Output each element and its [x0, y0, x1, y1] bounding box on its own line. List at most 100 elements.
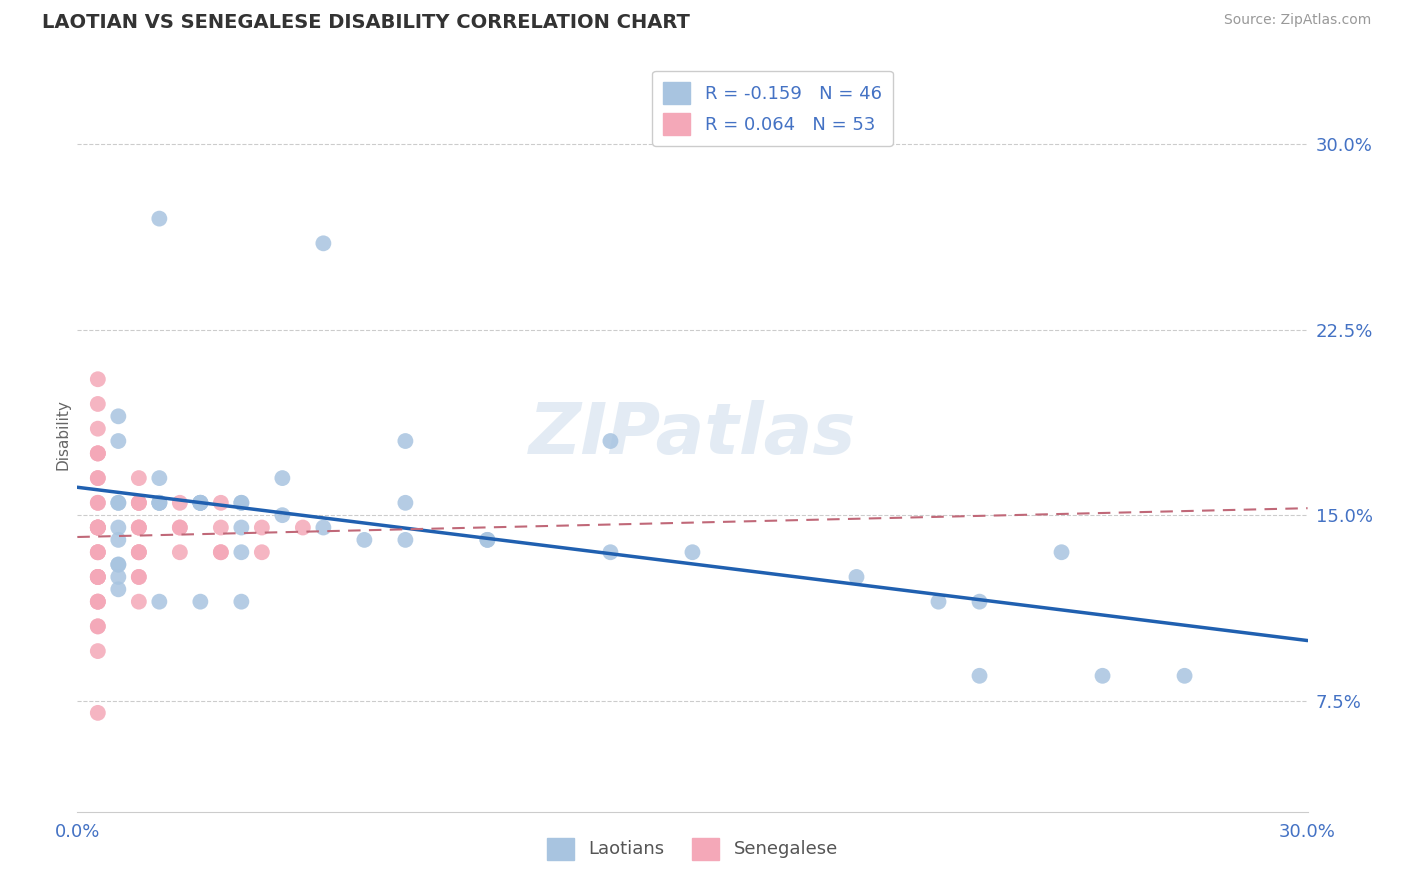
Y-axis label: Disability: Disability — [55, 400, 70, 470]
Point — [231, 496, 253, 510]
Point — [188, 595, 212, 609]
Point — [128, 496, 150, 510]
Point — [353, 533, 375, 547]
Point — [128, 570, 150, 584]
Point — [209, 545, 232, 559]
Point — [87, 446, 110, 460]
Point — [148, 496, 170, 510]
Point — [188, 496, 212, 510]
Point — [87, 520, 110, 534]
Point — [188, 496, 212, 510]
Point — [128, 545, 150, 559]
Point — [87, 706, 110, 720]
Point — [87, 471, 110, 485]
Point — [312, 520, 335, 534]
Point — [231, 595, 253, 609]
Point — [969, 669, 991, 683]
Point — [107, 496, 129, 510]
Point — [231, 496, 253, 510]
Point — [128, 595, 150, 609]
Point — [271, 471, 294, 485]
Point — [87, 471, 110, 485]
Point — [148, 471, 170, 485]
Text: Source: ZipAtlas.com: Source: ZipAtlas.com — [1223, 13, 1371, 28]
Point — [107, 582, 129, 597]
Point — [107, 409, 129, 424]
Point — [477, 533, 499, 547]
Point — [1091, 669, 1114, 683]
Point — [188, 496, 212, 510]
Point — [107, 496, 129, 510]
Point — [312, 236, 335, 251]
Point — [87, 595, 110, 609]
Point — [928, 595, 950, 609]
Point — [87, 619, 110, 633]
Point — [128, 520, 150, 534]
Point — [87, 446, 110, 460]
Point — [148, 496, 170, 510]
Point — [128, 496, 150, 510]
Point — [1174, 669, 1197, 683]
Point — [231, 520, 253, 534]
Point — [87, 595, 110, 609]
Point — [87, 496, 110, 510]
Point — [169, 520, 191, 534]
Point — [128, 545, 150, 559]
Point — [845, 570, 868, 584]
Point — [87, 570, 110, 584]
Point — [87, 397, 110, 411]
Point — [87, 446, 110, 460]
Point — [169, 520, 191, 534]
Point — [87, 520, 110, 534]
Point — [128, 496, 150, 510]
Point — [107, 558, 129, 572]
Point — [87, 570, 110, 584]
Point — [477, 533, 499, 547]
Point — [107, 558, 129, 572]
Point — [148, 595, 170, 609]
Point — [209, 545, 232, 559]
Point — [87, 520, 110, 534]
Point — [169, 496, 191, 510]
Point — [188, 496, 212, 510]
Point — [128, 471, 150, 485]
Point — [87, 570, 110, 584]
Point — [87, 422, 110, 436]
Point — [87, 644, 110, 658]
Text: LAOTIAN VS SENEGALESE DISABILITY CORRELATION CHART: LAOTIAN VS SENEGALESE DISABILITY CORRELA… — [42, 13, 690, 32]
Point — [169, 545, 191, 559]
Point — [394, 434, 416, 448]
Point — [271, 508, 294, 523]
Point — [87, 496, 110, 510]
Point — [107, 520, 129, 534]
Point — [87, 520, 110, 534]
Point — [250, 545, 273, 559]
Point — [87, 372, 110, 386]
Point — [87, 545, 110, 559]
Point — [87, 545, 110, 559]
Point — [148, 496, 170, 510]
Point — [128, 570, 150, 584]
Point — [394, 533, 416, 547]
Point — [148, 211, 170, 226]
Point — [128, 545, 150, 559]
Point — [599, 545, 621, 559]
Point — [682, 545, 704, 559]
Point — [128, 520, 150, 534]
Point — [107, 533, 129, 547]
Point — [87, 545, 110, 559]
Point — [87, 595, 110, 609]
Text: ZIPatlas: ZIPatlas — [529, 401, 856, 469]
Point — [250, 520, 273, 534]
Point — [1050, 545, 1073, 559]
Point — [107, 570, 129, 584]
Point — [209, 496, 232, 510]
Point — [599, 434, 621, 448]
Point — [87, 570, 110, 584]
Point — [291, 520, 314, 534]
Point — [209, 520, 232, 534]
Point — [107, 434, 129, 448]
Legend: Laotians, Senegalese: Laotians, Senegalese — [540, 830, 845, 867]
Point — [128, 520, 150, 534]
Point — [87, 619, 110, 633]
